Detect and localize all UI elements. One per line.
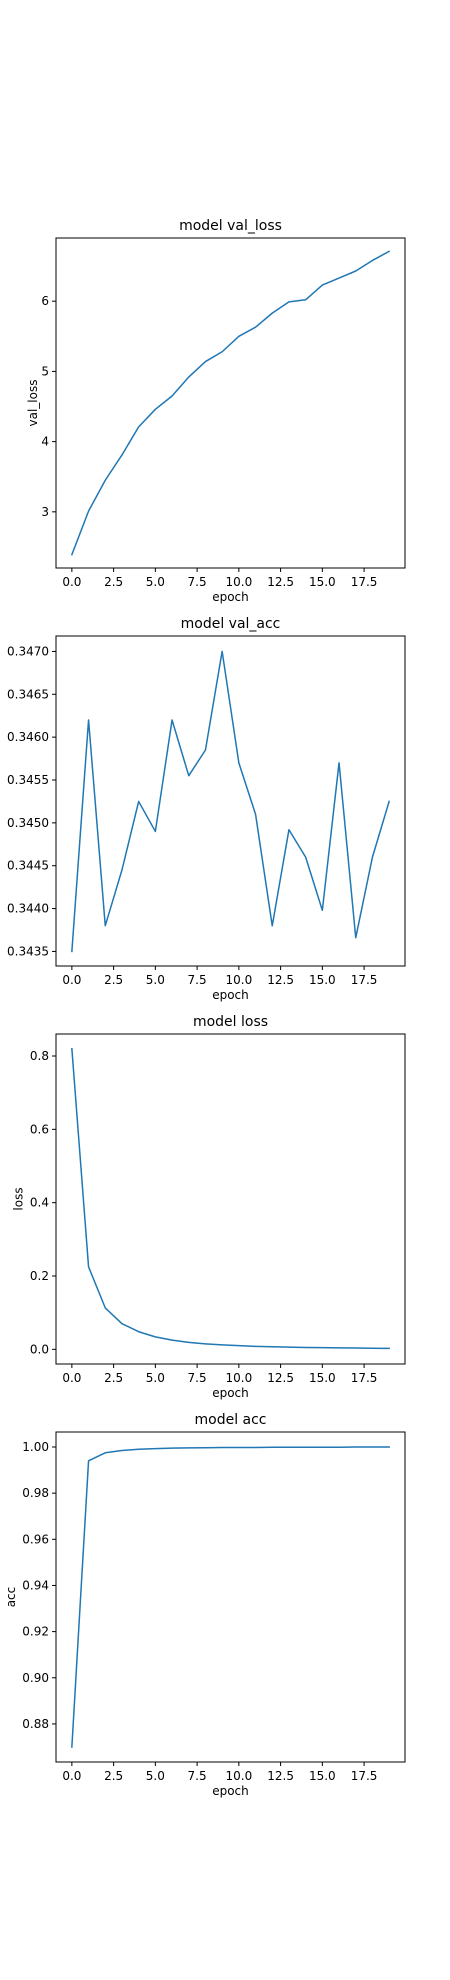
x-tick-label: 10.0	[225, 575, 252, 589]
series-line	[71, 650, 391, 953]
x-tick-label: 17.5	[351, 575, 378, 589]
x-tick-label: 2.5	[104, 973, 123, 987]
x-tick-label: 12.5	[267, 575, 294, 589]
axes-frame	[55, 1431, 406, 1763]
y-tick-label: 0.3450	[7, 816, 49, 830]
y-tick-label: 4	[41, 435, 49, 449]
chart-2: model val_acc 0.0 2.5 5.0 7.5 10.0 12.5 15.0 17.…	[7, 616, 406, 1002]
y-tick-label: 0.3465	[7, 687, 49, 701]
x-tick-label: 0.0	[62, 1371, 81, 1385]
x-tick-label: 2.5	[104, 1769, 123, 1783]
y-tick-label: 0.6	[30, 1122, 49, 1136]
x-tick-label: 0.0	[62, 973, 81, 987]
y-tick-label: 0.90	[22, 1671, 49, 1685]
x-tick-label: 17.5	[351, 1371, 378, 1385]
x-tick-label: 7.5	[188, 575, 207, 589]
x-tick-label: 12.5	[267, 973, 294, 987]
x-tick-label: 0.0	[62, 575, 81, 589]
x-tick-label: 12.5	[267, 1371, 294, 1385]
x-tick-label: 7.5	[188, 973, 207, 987]
x-tick-label: 15.0	[309, 575, 336, 589]
x-tick-label: 7.5	[188, 1371, 207, 1385]
axes-frame	[55, 237, 406, 569]
y-tick-label: 3	[41, 505, 49, 519]
x-tick-label: 2.5	[104, 575, 123, 589]
x-tick-label: 15.0	[309, 1769, 336, 1783]
x-tick-label: 10.0	[225, 1371, 252, 1385]
chart-3: model loss 0.0 2.5 5.0 7.5 10.0 12.5 15.0 17.5 0.…	[11, 1014, 406, 1400]
y-tick-label: 0.94	[22, 1578, 49, 1592]
x-tick-label: 7.5	[188, 1769, 207, 1783]
y-tick-label: 0.3445	[7, 859, 49, 873]
series-line	[71, 1047, 390, 1350]
axes-frame	[55, 1033, 406, 1365]
x-tick-label: 0.0	[62, 1769, 81, 1783]
y-tick-label: 6	[41, 294, 49, 308]
chart-4: model acc 0.0 2.5 5.0 7.5 10.0 12.5 15.0 17.5 0.8…	[4, 1412, 406, 1798]
chart-title: model val_loss	[179, 218, 282, 234]
x-axis-label: epoch	[212, 1784, 249, 1798]
y-tick-label: 0.88	[22, 1717, 49, 1731]
y-axis-label: loss	[11, 1187, 25, 1210]
chart-title: model loss	[193, 1014, 268, 1030]
y-tick-label: 0.98	[22, 1486, 49, 1500]
y-tick-label: 1.00	[22, 1440, 49, 1454]
x-tick-label: 17.5	[351, 1769, 378, 1783]
x-tick-label: 5.0	[146, 1769, 165, 1783]
y-tick-label: 0.96	[22, 1532, 49, 1546]
y-tick-label: 0.3460	[7, 730, 49, 744]
y-tick-label: 5	[41, 364, 49, 378]
y-tick-label: 0.2	[30, 1269, 49, 1283]
x-axis-label: epoch	[212, 988, 249, 1002]
y-tick-label: 0.4	[30, 1196, 49, 1210]
series-line	[71, 1446, 390, 1748]
x-axis-label: epoch	[212, 1386, 249, 1400]
x-tick-label: 5.0	[146, 575, 165, 589]
series-line	[70, 250, 391, 556]
x-tick-label: 10.0	[225, 1769, 252, 1783]
y-tick-label: 0.8	[30, 1049, 49, 1063]
x-tick-label: 12.5	[267, 1769, 294, 1783]
axes-frame	[55, 635, 406, 967]
x-tick-label: 10.0	[225, 973, 252, 987]
x-tick-label: 15.0	[309, 1371, 336, 1385]
x-tick-label: 2.5	[104, 1371, 123, 1385]
x-tick-label: 5.0	[146, 1371, 165, 1385]
x-tick-label: 17.5	[351, 973, 378, 987]
y-tick-label: 0.3455	[7, 773, 49, 787]
chart-title: model val_acc	[181, 616, 281, 632]
y-tick-label: 0.92	[22, 1625, 49, 1639]
chart-title: model acc	[194, 1412, 266, 1428]
y-tick-label: 0.3435	[7, 944, 49, 958]
y-axis-label: acc	[4, 1587, 18, 1608]
y-axis-label: val_loss	[26, 380, 40, 427]
y-tick-label: 0.3470	[7, 644, 49, 658]
y-tick-label: 0.0	[30, 1342, 49, 1356]
x-tick-label: 5.0	[146, 973, 165, 987]
x-tick-label: 15.0	[309, 973, 336, 987]
x-axis-label: epoch	[212, 590, 249, 604]
chart-1: model val_loss 0.0 2.5 5.0 7.5 10.0 12.5 15.0 17…	[26, 218, 406, 604]
y-tick-label: 0.3440	[7, 902, 49, 916]
